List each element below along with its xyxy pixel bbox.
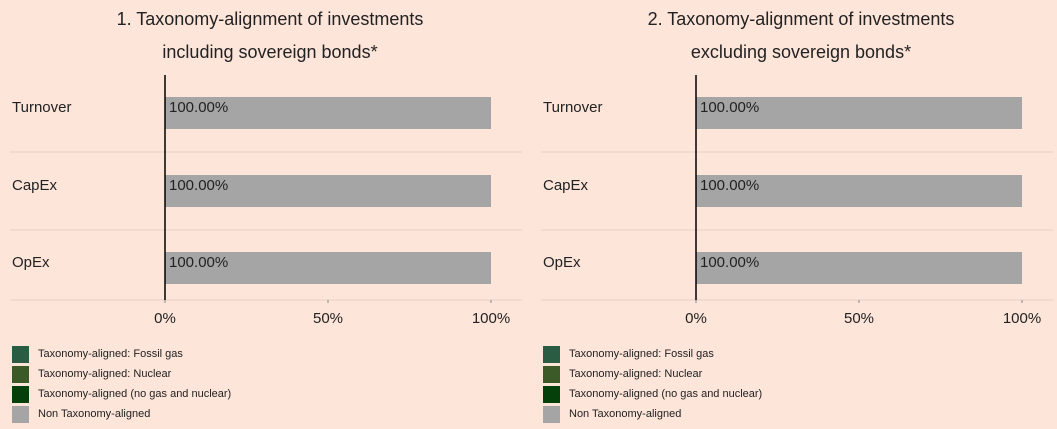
x-tick-label: 0% <box>154 310 176 327</box>
legend-swatch <box>543 406 560 423</box>
legend-swatch <box>12 346 29 363</box>
value-label: 100.00% <box>700 177 759 194</box>
legend-label: Taxonomy-aligned: Nuclear <box>569 368 703 380</box>
category-label: CapEx <box>543 177 589 194</box>
value-label: 100.00% <box>169 254 228 271</box>
x-tick-label: 100% <box>472 310 510 327</box>
value-label: 100.00% <box>169 99 228 116</box>
category-label: OpEx <box>543 254 581 271</box>
legend-label: Taxonomy-aligned (no gas and nuclear) <box>569 388 762 400</box>
legend-label: Non Taxonomy-aligned <box>38 408 150 420</box>
value-label: 100.00% <box>700 99 759 116</box>
bar-segment <box>165 175 491 207</box>
legend-swatch <box>543 386 560 403</box>
legend-label: Taxonomy-aligned: Nuclear <box>38 368 172 380</box>
value-label: 100.00% <box>700 254 759 271</box>
bar-segment <box>696 252 1022 284</box>
legend-label: Taxonomy-aligned: Fossil gas <box>569 348 714 360</box>
legend-swatch <box>12 386 29 403</box>
bar-segment <box>165 252 491 284</box>
legend-label: Taxonomy-aligned (no gas and nuclear) <box>38 388 231 400</box>
x-tick-label: 50% <box>844 310 874 327</box>
category-label: OpEx <box>12 254 50 271</box>
x-tick-label: 50% <box>313 310 343 327</box>
legend-swatch <box>543 346 560 363</box>
legend-swatch <box>12 366 29 383</box>
chart-title: 2. Taxonomy-alignment of investments <box>648 9 955 29</box>
chart-title: 1. Taxonomy-alignment of investments <box>117 9 424 29</box>
category-label: Turnover <box>543 99 602 116</box>
chart-title: excluding sovereign bonds* <box>691 42 911 62</box>
legend-swatch <box>543 366 560 383</box>
x-tick-label: 0% <box>685 310 707 327</box>
x-tick-label: 100% <box>1003 310 1041 327</box>
chart-title: including sovereign bonds* <box>162 42 377 62</box>
category-label: Turnover <box>12 99 71 116</box>
legend-swatch <box>12 406 29 423</box>
bar-segment <box>165 97 491 129</box>
category-label: CapEx <box>12 177 58 194</box>
bar-segment <box>696 97 1022 129</box>
legend-label: Non Taxonomy-aligned <box>569 408 681 420</box>
value-label: 100.00% <box>169 177 228 194</box>
bar-segment <box>696 175 1022 207</box>
legend-label: Taxonomy-aligned: Fossil gas <box>38 348 183 360</box>
